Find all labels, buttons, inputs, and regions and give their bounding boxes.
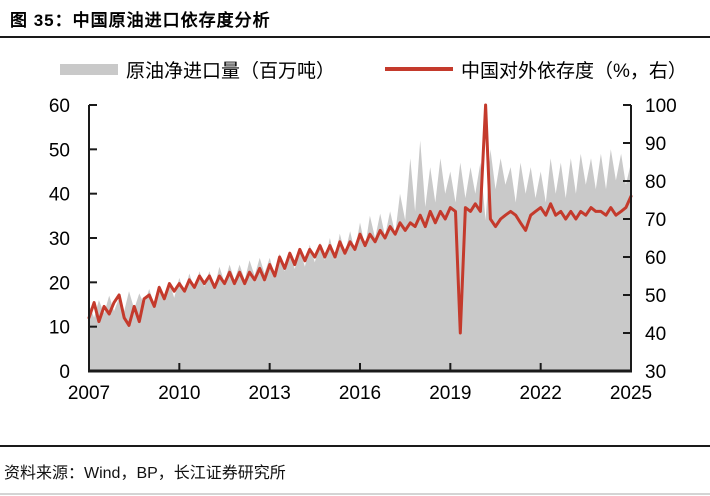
right-axis-tick-label: 100 bbox=[645, 96, 677, 117]
legend-label-dependence: 中国对外依存度（%，右） bbox=[461, 60, 687, 82]
x-axis-tick-label: 2019 bbox=[429, 383, 471, 404]
x-axis-tick-label: 2016 bbox=[339, 383, 381, 404]
right-axis-tick-label: 80 bbox=[645, 172, 666, 193]
left-axis-tick-label: 0 bbox=[59, 362, 70, 383]
line-series-swatch bbox=[385, 67, 453, 71]
right-axis-tick-label: 90 bbox=[645, 134, 666, 155]
x-axis-tick-label: 2007 bbox=[68, 383, 110, 404]
legend-item-dependence: 中国对外依存度（%，右） bbox=[385, 57, 687, 82]
right-axis-tick-label: 60 bbox=[645, 248, 666, 269]
left-axis-tick-label: 50 bbox=[49, 140, 70, 161]
right-axis-tick-label: 40 bbox=[645, 324, 666, 345]
left-axis-tick-label: 20 bbox=[49, 273, 70, 294]
left-axis-tick-label: 40 bbox=[49, 185, 70, 206]
x-axis-tick-label: 2022 bbox=[520, 383, 562, 404]
legend-label-imports: 原油净进口量（百万吨） bbox=[126, 60, 336, 82]
right-axis-tick-label: 30 bbox=[645, 362, 666, 383]
title-divider bbox=[0, 36, 710, 38]
area-series-swatch bbox=[60, 63, 118, 75]
area-series-imports bbox=[89, 140, 631, 371]
left-axis-tick-label: 60 bbox=[49, 96, 70, 117]
bottom-divider bbox=[0, 493, 710, 495]
right-axis-tick-label: 50 bbox=[645, 286, 666, 307]
x-axis-tick-label: 2025 bbox=[610, 383, 652, 404]
legend-item-imports: 原油净进口量（百万吨） bbox=[60, 57, 336, 82]
x-axis-tick-label: 2010 bbox=[158, 383, 200, 404]
source-note: 资料来源：Wind，BP，长江证券研究所 bbox=[4, 465, 286, 482]
left-axis-tick-label: 30 bbox=[49, 229, 70, 250]
left-axis-tick-label: 10 bbox=[49, 318, 70, 339]
right-axis-tick-label: 70 bbox=[645, 210, 666, 231]
source-divider bbox=[0, 445, 710, 447]
line-series-dependence bbox=[87, 103, 633, 335]
x-axis-tick-label: 2013 bbox=[249, 383, 291, 404]
figure-title: 图 35：中国原油进口依存度分析 bbox=[10, 11, 271, 30]
